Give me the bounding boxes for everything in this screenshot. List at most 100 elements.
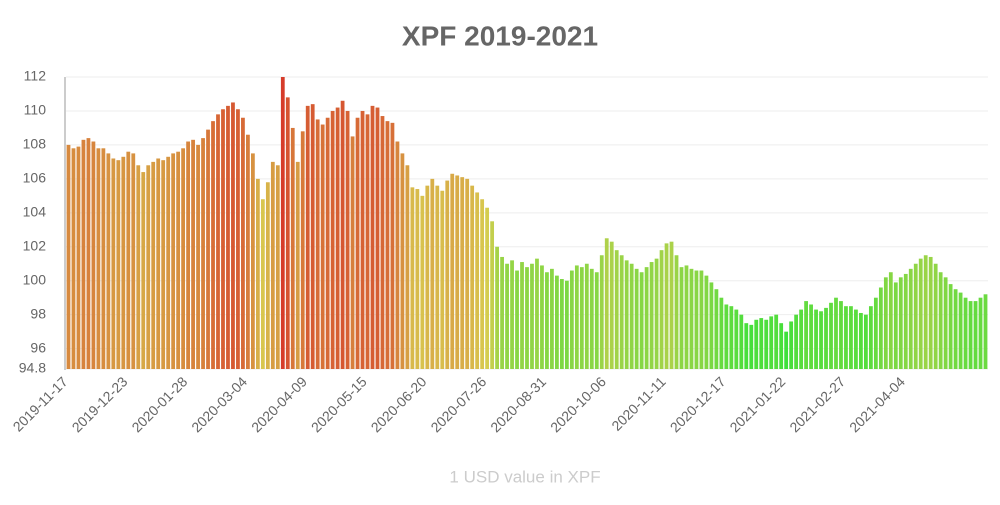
bar <box>644 267 649 369</box>
bar <box>888 272 893 369</box>
x-tick-label: 2020-05-15 <box>308 373 370 435</box>
bar <box>176 151 181 369</box>
bar <box>784 331 789 369</box>
bar <box>943 277 948 369</box>
bar <box>146 165 151 369</box>
bar <box>599 255 604 369</box>
bar <box>340 100 345 369</box>
bar <box>983 294 988 369</box>
bar <box>754 319 759 369</box>
bar <box>91 141 96 369</box>
bar <box>390 122 395 369</box>
bar <box>520 262 524 369</box>
bar <box>918 258 923 369</box>
bar <box>485 207 490 369</box>
bar <box>669 241 674 369</box>
bar <box>619 255 624 369</box>
bar <box>71 148 76 369</box>
bar <box>385 121 390 370</box>
x-tick-label: 2020-06-20 <box>368 373 430 435</box>
bar <box>161 160 166 369</box>
bar <box>136 165 141 369</box>
bar <box>550 268 554 369</box>
y-tick-label: 98 <box>30 305 46 321</box>
bar <box>106 153 111 369</box>
bar <box>241 117 245 369</box>
bar <box>844 306 848 369</box>
bar <box>395 141 400 369</box>
bar <box>749 324 754 369</box>
bar <box>734 309 739 369</box>
bar <box>614 250 619 369</box>
bar <box>978 297 983 369</box>
x-tick-label: 2020-11-11 <box>608 373 669 434</box>
bar <box>275 165 280 369</box>
bar <box>231 102 235 369</box>
bar <box>360 110 365 369</box>
bar <box>829 302 833 369</box>
bar <box>295 161 300 369</box>
bar <box>584 263 589 369</box>
bar <box>400 153 405 369</box>
bar <box>66 144 71 369</box>
bar <box>654 258 659 369</box>
bar <box>151 161 156 369</box>
bar <box>405 165 410 369</box>
bar <box>131 153 136 369</box>
bar <box>430 178 435 369</box>
bar <box>81 139 86 369</box>
bar <box>764 319 769 369</box>
bar <box>455 175 460 369</box>
bar <box>799 309 804 369</box>
y-tick-label: 106 <box>23 170 47 186</box>
bar <box>201 138 205 369</box>
bar <box>624 260 629 369</box>
bar <box>171 153 176 369</box>
bar <box>375 107 380 369</box>
bar <box>305 105 310 369</box>
bar <box>535 258 539 369</box>
bar <box>864 314 868 369</box>
bar <box>445 180 450 369</box>
bar <box>111 158 116 369</box>
x-tick-label: 2021-01-22 <box>726 373 788 435</box>
x-tick-label: 2020-01-28 <box>128 373 190 435</box>
x-tick-label: 2020-10-06 <box>547 373 609 435</box>
bar <box>873 297 878 369</box>
bar <box>589 268 594 369</box>
bar <box>350 136 355 369</box>
bar <box>854 309 858 369</box>
bar <box>211 121 215 370</box>
bar <box>809 304 813 369</box>
bar <box>435 185 440 369</box>
bar <box>545 272 549 369</box>
bar <box>166 156 171 369</box>
bar <box>86 138 91 369</box>
bar <box>250 153 255 369</box>
bar <box>310 104 315 370</box>
bar <box>156 158 161 369</box>
bar <box>898 277 903 369</box>
bar <box>490 221 495 369</box>
bar <box>345 110 350 369</box>
bar <box>789 321 794 369</box>
x-tick-label: 2019-12-23 <box>69 373 131 435</box>
bar <box>819 311 823 369</box>
bar <box>465 178 470 369</box>
bar <box>126 151 131 369</box>
bar <box>604 238 609 369</box>
bar <box>280 77 285 369</box>
bar <box>564 280 569 369</box>
bar <box>948 284 953 369</box>
bar <box>744 323 749 369</box>
y-tick-label: 112 <box>24 68 47 84</box>
bar <box>679 267 684 369</box>
bar <box>724 304 729 369</box>
bar <box>196 144 200 369</box>
bar <box>335 107 340 369</box>
bar <box>330 110 335 369</box>
y-tick-label: 102 <box>23 237 47 253</box>
bar <box>594 272 599 369</box>
bar <box>629 263 634 369</box>
bar <box>804 301 808 369</box>
